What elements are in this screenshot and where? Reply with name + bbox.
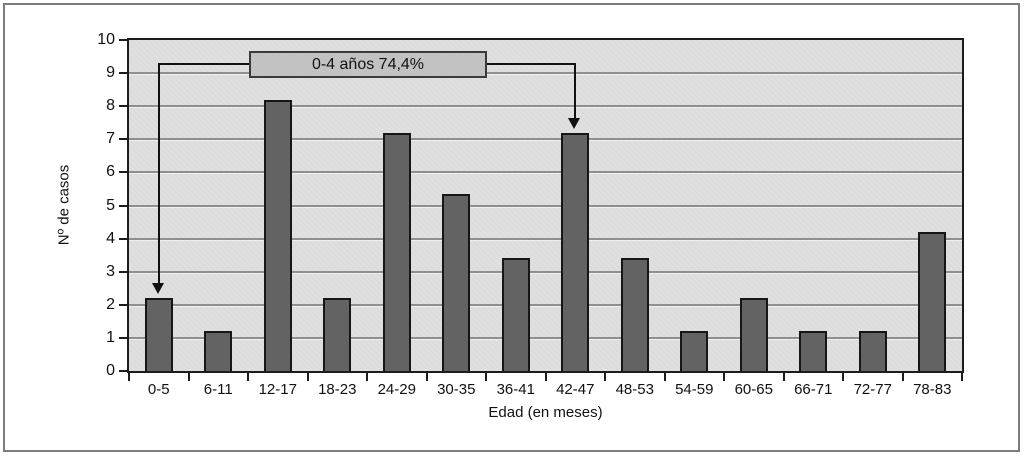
x-category-label: 54-59 — [675, 381, 714, 398]
x-tick — [366, 373, 368, 381]
x-tick — [604, 373, 606, 381]
x-category-label: 72-77 — [853, 381, 892, 398]
x-category-label: 6-11 — [203, 381, 233, 398]
x-category-label: 78-83 — [913, 381, 952, 398]
bar — [442, 193, 471, 371]
bar — [858, 331, 887, 371]
annotation-line — [158, 63, 249, 65]
y-tick-label: 7 — [106, 130, 115, 148]
bar — [382, 132, 411, 371]
bar — [501, 258, 530, 371]
y-tick — [119, 336, 127, 339]
y-tick — [119, 237, 127, 240]
annotation-label: 0-4 años 74,4% — [311, 55, 425, 73]
x-tick — [247, 373, 249, 381]
gridline — [129, 105, 962, 108]
annotation-line — [574, 63, 577, 118]
x-category-label: 24-29 — [377, 381, 416, 398]
y-tick-label: 1 — [106, 328, 115, 346]
bar — [620, 258, 649, 371]
annotation-line — [487, 63, 576, 65]
x-category-label: 30-35 — [437, 381, 476, 398]
arrow-down-icon — [151, 283, 164, 295]
annotation-line — [157, 63, 160, 284]
gridline — [129, 138, 962, 141]
y-tick-label: 2 — [106, 295, 115, 313]
x-category-label: 36-41 — [496, 381, 535, 398]
y-tick-label: 5 — [106, 196, 115, 214]
x-axis-title: Edad (en meses) — [488, 404, 603, 421]
bar — [561, 132, 590, 371]
bar — [739, 298, 768, 371]
y-axis-title: Nº de casos — [55, 164, 73, 246]
plot-area — [127, 38, 964, 373]
x-category-label: 12-17 — [258, 381, 297, 398]
x-tick — [128, 373, 130, 381]
x-tick — [961, 373, 963, 381]
bar — [144, 298, 173, 371]
y-tick-label: 9 — [106, 64, 115, 82]
bar — [263, 99, 292, 371]
bar — [323, 298, 352, 371]
x-category-label: 60-65 — [734, 381, 773, 398]
x-tick — [544, 373, 547, 381]
y-tick — [119, 39, 127, 41]
x-category-label: 48-53 — [615, 381, 654, 398]
bar — [918, 231, 947, 371]
x-tick — [425, 373, 428, 381]
annotation-box: 0-4 años 74,4% — [249, 51, 487, 78]
bar — [680, 331, 709, 371]
bar — [204, 331, 233, 371]
y-tick-label: 0 — [106, 362, 115, 379]
gridline — [129, 336, 962, 339]
gridline — [129, 303, 962, 306]
y-tick-label: 4 — [106, 229, 115, 247]
gridline — [129, 72, 962, 75]
y-tick — [119, 370, 127, 372]
gridline — [129, 171, 962, 174]
y-tick — [119, 204, 127, 207]
x-tick — [901, 373, 904, 381]
x-category-label: 42-47 — [556, 381, 595, 398]
x-category-label: 66-71 — [794, 381, 833, 398]
gridline — [129, 237, 962, 240]
y-tick — [119, 171, 127, 174]
y-tick — [119, 138, 127, 141]
x-tick — [842, 373, 844, 381]
y-tick — [119, 105, 127, 108]
gridline — [129, 270, 962, 273]
x-tick — [782, 373, 785, 381]
y-tick — [119, 303, 127, 306]
gridline — [129, 204, 962, 207]
x-tick — [485, 373, 487, 381]
bar — [799, 331, 828, 371]
y-tick-label: 3 — [106, 262, 115, 280]
x-tick — [187, 373, 190, 381]
x-tick — [306, 373, 309, 381]
x-category-label: 0-5 — [147, 381, 170, 398]
y-tick-label: 10 — [97, 31, 115, 48]
arrow-down-icon — [568, 117, 581, 129]
x-tick — [723, 373, 725, 381]
y-tick-label: 8 — [106, 97, 115, 115]
x-tick — [663, 373, 666, 381]
y-tick — [119, 72, 127, 75]
y-tick-label: 6 — [106, 163, 115, 181]
y-tick — [119, 270, 127, 273]
x-category-label: 18-23 — [318, 381, 357, 398]
